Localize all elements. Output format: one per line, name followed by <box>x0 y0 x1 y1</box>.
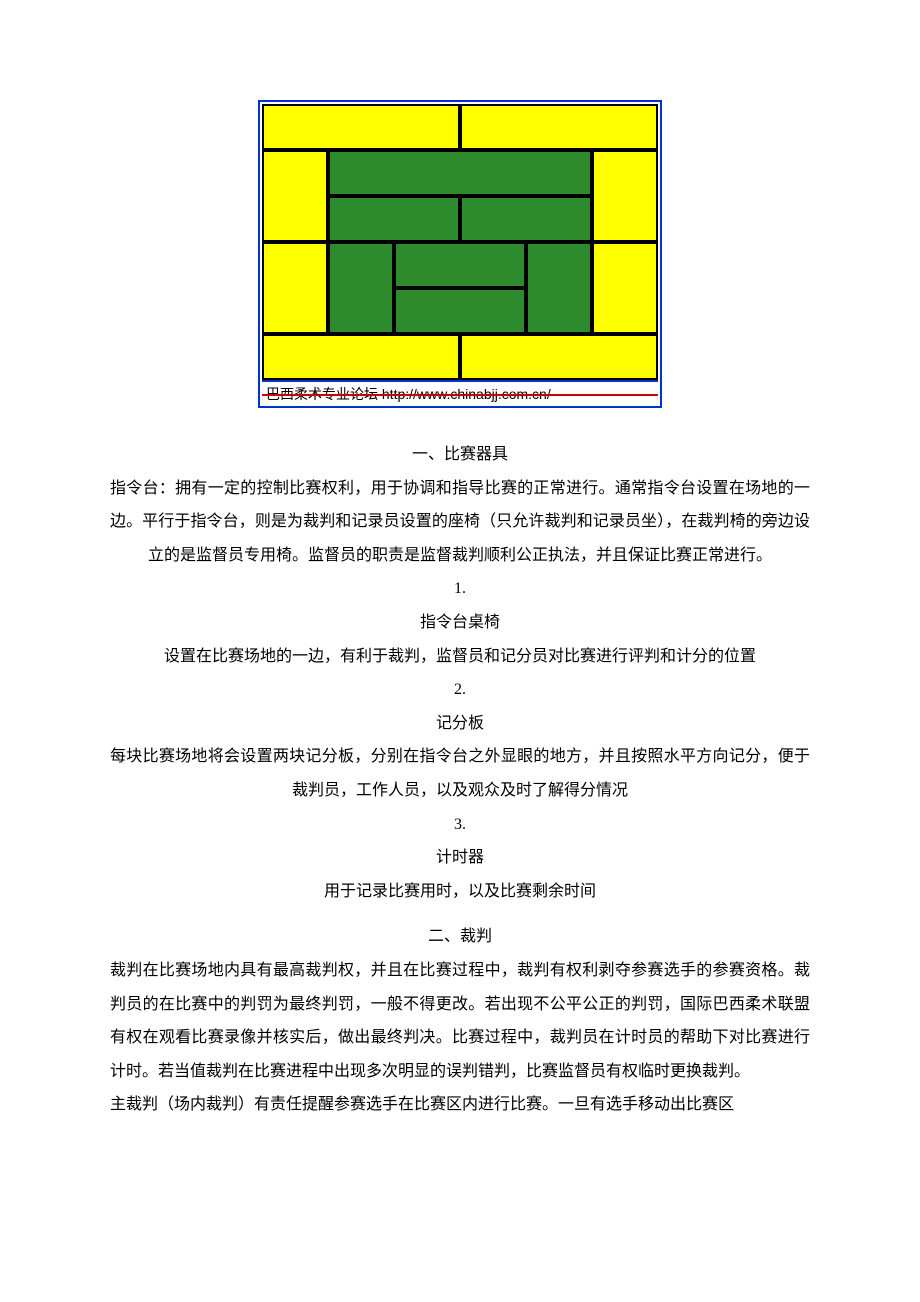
section-2-paragraph-1: 裁判在比赛场地内具有最高裁判权，并且在比赛过程中，裁判有权利剥夺参赛选手的参赛资… <box>110 954 810 1088</box>
mat-tile <box>262 150 328 242</box>
mat-tile <box>460 104 658 150</box>
item-1-desc: 设置在比赛场地的一边，有利于裁判，监督员和记分员对比赛进行评判和计分的位置 <box>110 640 810 674</box>
document-body: 一、比赛器具 指令台：拥有一定的控制比赛权利，用于协调和指导比赛的正常进行。通常… <box>110 438 810 1122</box>
mat-tile <box>262 334 460 380</box>
section-1-intro: 指令台：拥有一定的控制比赛权利，用于协调和指导比赛的正常进行。通常指令台设置在场… <box>110 472 810 573</box>
mat-tile <box>394 288 526 334</box>
item-2-number: 2. <box>110 673 810 707</box>
mat-tile <box>592 150 658 242</box>
mat-tile <box>328 196 460 242</box>
mat-tile <box>592 242 658 334</box>
mat-tile <box>526 242 592 334</box>
figure-caption: 巴西柔术专业论坛 http://www.chinabjj.com.cn/ <box>262 380 658 406</box>
mat-tile <box>328 150 592 196</box>
mat-tile <box>460 334 658 380</box>
competition-mat-grid <box>262 104 658 380</box>
competition-mat-figure: 巴西柔术专业论坛 http://www.chinabjj.com.cn/ <box>258 100 662 408</box>
section-2-heading: 二、裁判 <box>110 920 810 954</box>
item-1-number: 1. <box>110 572 810 606</box>
section-2-paragraph-2: 主裁判（场内裁判）有责任提醒参赛选手在比赛区内进行比赛。一旦有选手移动出比赛区 <box>110 1088 810 1122</box>
item-3-desc: 用于记录比赛用时，以及比赛剩余时间 <box>110 875 810 909</box>
mat-tile <box>262 104 460 150</box>
mat-tile <box>460 196 592 242</box>
mat-tile <box>394 242 526 288</box>
item-3-title: 计时器 <box>110 841 810 875</box>
item-2-desc: 每块比赛场地将会设置两块记分板，分别在指令台之外显眼的地方，并且按照水平方向记分… <box>110 740 810 807</box>
item-2-title: 记分板 <box>110 707 810 741</box>
mat-tile <box>262 242 328 334</box>
section-1-heading: 一、比赛器具 <box>110 438 810 472</box>
item-1-title: 指令台桌椅 <box>110 606 810 640</box>
mat-tile <box>328 242 394 334</box>
item-3-number: 3. <box>110 808 810 842</box>
